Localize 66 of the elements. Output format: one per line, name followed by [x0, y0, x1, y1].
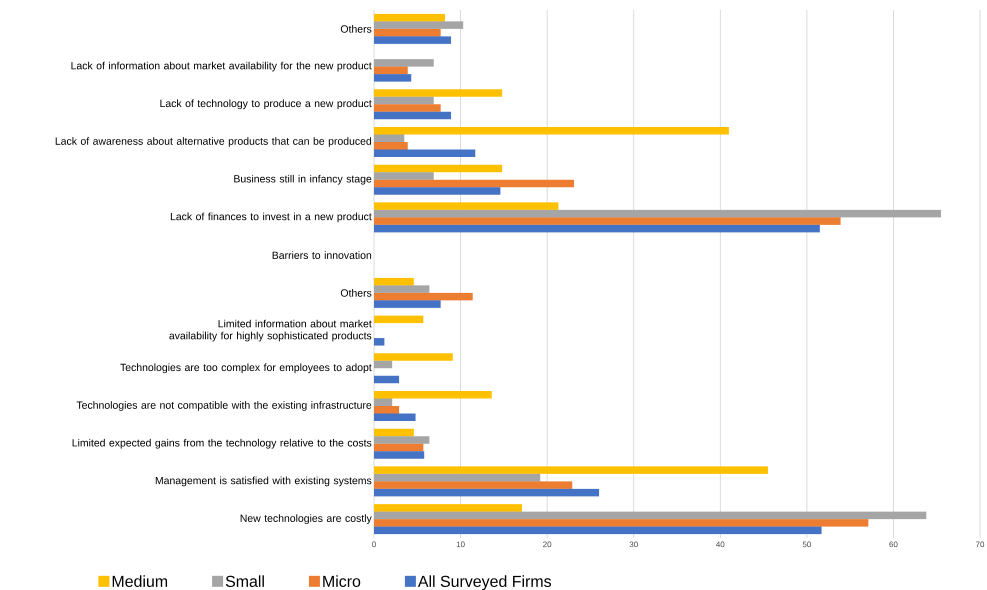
legend-label: Small — [226, 575, 264, 588]
bar — [374, 391, 492, 399]
bar — [374, 292, 473, 300]
bar — [374, 150, 476, 157]
bar — [374, 217, 841, 225]
y-tick-label: Others — [340, 289, 372, 297]
y-tick-label: Technologies are not compatible with the existing infrastructure — [76, 401, 372, 411]
y-tick-label: Lack of technology to produce a new product — [160, 99, 372, 110]
legend-label: Medium — [112, 575, 168, 588]
y-tick-label: Lack of awareness about alternative products that can be produced — [56, 137, 372, 147]
bar — [374, 406, 400, 414]
bar — [374, 285, 430, 293]
bar — [374, 104, 441, 112]
bar — [374, 414, 416, 422]
bar — [374, 444, 424, 452]
bar — [374, 134, 404, 142]
bar — [374, 316, 424, 324]
bar — [374, 376, 400, 384]
bar — [374, 172, 434, 180]
y-tick-label: New technologies are costly — [240, 514, 372, 524]
bar — [374, 21, 464, 29]
bar — [374, 519, 868, 527]
y-tick-label: Others — [340, 25, 372, 33]
y-tick-label: Management is satisfied with existing systems — [156, 476, 372, 486]
bar — [374, 164, 502, 172]
legend-label: Micro — [323, 575, 360, 588]
bar — [374, 112, 452, 120]
bar — [374, 526, 822, 534]
y-tick-label: Technologies are too complex for employees to adopt — [120, 363, 372, 374]
y-tick-label: Limited information about market availability for highly sophisticated products — [169, 320, 372, 342]
bar — [374, 66, 408, 74]
bar — [374, 451, 424, 459]
bar — [374, 142, 408, 150]
bar — [374, 481, 572, 489]
bar — [374, 488, 600, 496]
bar — [374, 74, 412, 82]
bar — [374, 436, 430, 444]
bar — [374, 89, 502, 97]
bar — [374, 187, 500, 195]
legend-label: All Surveyed Firms — [418, 575, 552, 590]
y-tick-label: Limited expected gains from the technology relative to the costs — [72, 438, 372, 449]
bar — [374, 96, 434, 104]
y-tick-label: Lack of finances to invest in a new product — [170, 212, 372, 222]
bar — [374, 300, 441, 308]
bar — [374, 14, 445, 22]
bar — [374, 398, 392, 406]
bar — [374, 278, 414, 286]
bar — [374, 360, 392, 368]
bar — [374, 428, 414, 436]
bar — [374, 512, 926, 520]
bar — [374, 353, 453, 361]
bar — [374, 202, 558, 210]
bar — [374, 180, 574, 188]
bar — [374, 36, 452, 44]
y-tick-label: Lack of information about market availability for the new product — [71, 62, 372, 72]
bar — [374, 224, 820, 232]
bar — [374, 474, 540, 482]
bar — [374, 504, 522, 512]
bar — [374, 338, 384, 346]
y-tick-label: Barriers to innovation — [272, 251, 372, 259]
bar — [374, 210, 942, 218]
bar — [374, 28, 441, 36]
bar — [374, 466, 768, 474]
y-tick-label: Business still in infancy stage — [234, 174, 372, 185]
bar — [374, 127, 729, 134]
bar — [374, 59, 434, 67]
